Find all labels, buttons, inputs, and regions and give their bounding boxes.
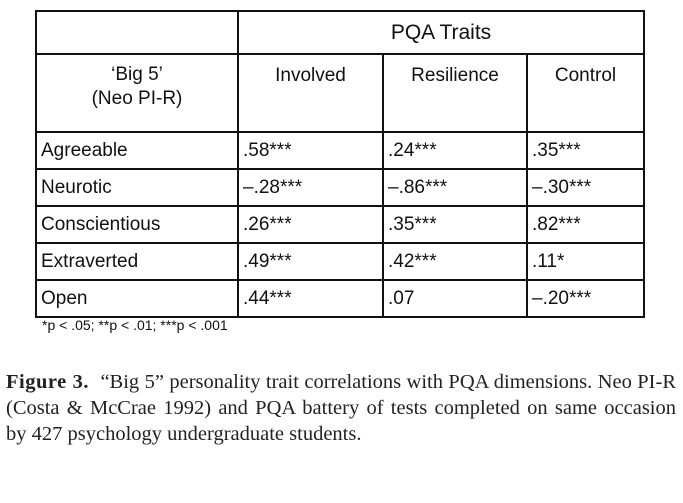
caption-text: “Big 5” personality trait correlations w… [6, 371, 677, 445]
table-row: Conscientious .26*** .35*** .82*** [35, 205, 645, 244]
table-cell: –.20*** [526, 279, 645, 318]
table-cell: –.86*** [382, 168, 528, 207]
pqa-traits-header: PQA Traits [237, 10, 645, 55]
table-row: Agreeable .58*** .24*** .35*** [35, 131, 645, 170]
column-header-involved: Involved [237, 53, 384, 133]
table-cell: –.28*** [237, 168, 384, 207]
table-cell: .35*** [382, 205, 528, 244]
table-cell: .07 [382, 279, 528, 318]
table-cell: .26*** [237, 205, 384, 244]
row-label: Neurotic [35, 168, 239, 207]
table-cell: .11* [526, 242, 645, 281]
row-header-label: ‘Big 5’ (Neo PI-R) [35, 53, 239, 133]
table-cell: .44*** [237, 279, 384, 318]
correlation-table: PQA Traits ‘Big 5’ (Neo PI-R) Involved R… [35, 10, 645, 318]
figure-label: Figure 3. [6, 371, 90, 393]
column-header-resilience: Resilience [382, 53, 528, 133]
table-cell: –.30*** [526, 168, 645, 207]
significance-footnote: *p < .05; **p < .01; ***p < .001 [42, 317, 228, 333]
table-row: Extraverted .49*** .42*** .11* [35, 242, 645, 281]
table-cell: .42*** [382, 242, 528, 281]
table-cell: .82*** [526, 205, 645, 244]
column-header-control: Control [526, 53, 645, 133]
table-cell: .35*** [526, 131, 645, 170]
table-cell: .58*** [237, 131, 384, 170]
table-corner-empty [35, 10, 239, 55]
table-cell: .24*** [382, 131, 528, 170]
figure-caption: Figure 3. “Big 5” personality trait corr… [6, 369, 676, 447]
table-cell: .49*** [237, 242, 384, 281]
table-row: Neurotic –.28*** –.86*** –.30*** [35, 168, 645, 207]
row-label: Agreeable [35, 131, 239, 170]
row-label: Open [35, 279, 239, 318]
table-row: Open .44*** .07 –.20*** [35, 279, 645, 318]
row-label: Extraverted [35, 242, 239, 281]
row-label: Conscientious [35, 205, 239, 244]
